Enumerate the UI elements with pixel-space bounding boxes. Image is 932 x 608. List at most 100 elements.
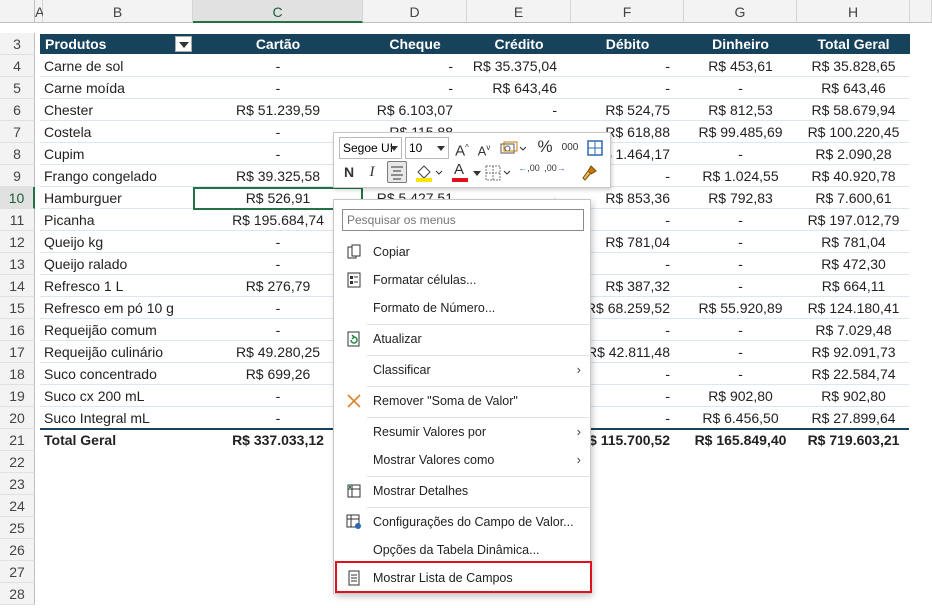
total-cell-total-geral[interactable]: R$ 719.603,21 <box>807 432 900 448</box>
row-header[interactable]: 5 <box>0 77 35 99</box>
cell-dinheiro[interactable]: R$ 99.485,69 <box>698 124 783 140</box>
row-header[interactable]: 27 <box>0 561 35 583</box>
cell-debito[interactable]: R$ 68.259,52 <box>585 300 670 316</box>
row-header[interactable]: 3 <box>0 33 35 55</box>
cell-debito[interactable]: - <box>665 58 670 74</box>
percent-button[interactable]: % <box>537 137 553 156</box>
cell-total-geral[interactable]: R$ 781,04 <box>821 234 886 250</box>
menu-item-copiar[interactable]: Copiar <box>335 238 591 266</box>
cell-debito[interactable]: R$ 853,36 <box>605 190 670 206</box>
cell-produto[interactable]: Suco concentrado <box>44 366 157 382</box>
cell-dinheiro[interactable]: - <box>738 80 743 96</box>
cell-produto[interactable]: Suco Integral mL <box>44 410 150 426</box>
cell-dinheiro[interactable]: R$ 1.024,55 <box>702 168 779 184</box>
cell-dinheiro[interactable]: - <box>738 146 743 162</box>
menu-item-classificar[interactable]: Classificar › <box>335 356 591 384</box>
cell-debito[interactable]: - <box>665 80 670 96</box>
cell-total-geral[interactable]: R$ 27.899,64 <box>811 410 896 426</box>
row-header[interactable]: 21 <box>0 429 35 451</box>
cell-produto[interactable]: Chester <box>44 102 94 118</box>
fill-color-button[interactable] <box>414 163 444 183</box>
column-header-b[interactable]: B <box>43 0 193 23</box>
cell-dinheiro[interactable]: R$ 55.920,89 <box>698 300 783 316</box>
cell-total-geral[interactable]: R$ 7.029,48 <box>815 322 892 338</box>
menu-item-formato-de-numero[interactable]: Formato de Número... <box>335 294 591 322</box>
cell-cheque[interactable]: - <box>448 80 453 96</box>
cell-dinheiro[interactable]: - <box>738 212 743 228</box>
menu-item-configuracoes-do-campo[interactable]: Configurações do Campo de Valor... <box>335 508 591 536</box>
cell-debito[interactable]: R$ 42.811,48 <box>586 344 670 360</box>
cell-dinheiro[interactable]: R$ 792,83 <box>708 190 773 206</box>
font-size-dropdown[interactable]: 10 <box>405 137 449 159</box>
cell-total-geral[interactable]: R$ 472,30 <box>821 256 886 272</box>
row-header[interactable]: 23 <box>0 473 35 495</box>
row-header[interactable]: 13 <box>0 253 35 275</box>
cell-cartao[interactable]: - <box>275 388 281 404</box>
row-header[interactable]: 6 <box>0 99 35 121</box>
total-cell-dinheiro[interactable]: R$ 165.849,40 <box>694 432 787 448</box>
select-all-corner[interactable] <box>0 0 35 23</box>
cell-cartao[interactable]: R$ 276,79 <box>245 278 311 294</box>
cell-credito[interactable]: R$ 643,46 <box>492 80 557 96</box>
cell-cheque[interactable]: - <box>448 58 453 74</box>
cell-cartao[interactable]: - <box>275 58 281 74</box>
row-header[interactable]: 22 <box>0 451 35 473</box>
menu-item-remover-soma-de-valor[interactable]: Remover "Soma de Valor" <box>335 387 591 415</box>
cell-cartao[interactable]: - <box>275 80 281 96</box>
cell-dinheiro[interactable]: - <box>738 278 743 294</box>
cell-cartao[interactable]: R$ 699,26 <box>245 366 311 382</box>
cell-dinheiro[interactable]: R$ 6.456,50 <box>702 410 779 426</box>
cell-cartao[interactable]: - <box>275 146 281 162</box>
font-color-button[interactable]: A <box>451 161 481 183</box>
cell-dinheiro[interactable]: - <box>738 344 743 360</box>
menu-item-mostrar-detalhes[interactable]: Mostrar Detalhes <box>335 477 591 505</box>
cell-cartao[interactable]: R$ 195.684,74 <box>232 212 324 228</box>
cell-debito[interactable]: - <box>665 212 670 228</box>
cell-produto[interactable]: Requeijão comum <box>44 322 157 338</box>
align-center-button[interactable] <box>387 161 407 183</box>
cell-total-geral[interactable]: R$ 100.220,45 <box>807 124 900 140</box>
filter-dropdown-button[interactable] <box>175 36 192 52</box>
column-header-e[interactable]: E <box>467 0 571 23</box>
cell-cartao[interactable]: R$ 526,91 <box>245 190 311 206</box>
menu-item-formatar-celulas[interactable]: Formatar células... <box>335 266 591 294</box>
row-header[interactable]: 26 <box>0 539 35 561</box>
menu-item-mostrar-lista-de-campos[interactable]: Mostrar Lista de Campos <box>335 564 591 592</box>
column-header-h[interactable]: H <box>797 0 910 23</box>
cell-total-geral[interactable]: R$ 124.180,41 <box>807 300 900 316</box>
cell-total-geral[interactable]: R$ 664,11 <box>821 278 886 294</box>
format-painter-button[interactable] <box>579 163 599 183</box>
cell-debito[interactable]: - <box>665 322 670 338</box>
cell-debito[interactable]: R$ 524,75 <box>605 102 670 118</box>
cell-total-geral[interactable]: R$ 197.012,79 <box>807 212 900 228</box>
cell-total-geral[interactable]: R$ 58.679,94 <box>811 102 896 118</box>
cell-cartao[interactable]: - <box>275 124 281 140</box>
row-header[interactable]: 8 <box>0 143 35 165</box>
row-header[interactable]: 14 <box>0 275 35 297</box>
active-cell-selection[interactable] <box>193 187 363 210</box>
menu-item-atualizar[interactable]: Atualizar <box>335 325 591 353</box>
cell-total-geral[interactable]: R$ 40.920,78 <box>811 168 896 184</box>
decrease-decimal-button[interactable]: ,00→ <box>544 164 566 173</box>
cell-total-geral[interactable]: R$ 92.091,73 <box>811 344 896 360</box>
cell-produto[interactable]: Hamburguer <box>44 190 122 206</box>
cell-produto[interactable]: Requeijão culinário <box>44 344 164 360</box>
total-cell-produto[interactable]: Total Geral <box>44 432 117 448</box>
cell-credito[interactable]: R$ 35.375,04 <box>472 58 557 74</box>
borders-button[interactable] <box>484 164 514 182</box>
cell-total-geral[interactable]: R$ 35.828,65 <box>811 58 896 74</box>
cell-total-geral[interactable]: R$ 2.090,28 <box>815 146 892 162</box>
cell-cheque[interactable]: R$ 6.103,07 <box>376 102 453 118</box>
cell-produto[interactable]: Queijo kg <box>44 234 104 250</box>
row-header[interactable]: 16 <box>0 319 35 341</box>
cell-produto[interactable]: Costela <box>44 124 92 140</box>
cell-credito[interactable]: - <box>552 102 557 118</box>
row-header[interactable]: 18 <box>0 363 35 385</box>
cell-produto[interactable]: Refresco em pó 10 g <box>44 300 174 316</box>
cell-cartao[interactable]: R$ 39.325,58 <box>235 168 321 184</box>
cell-dinheiro[interactable]: - <box>738 322 743 338</box>
cell-produto[interactable]: Cupim <box>44 146 85 162</box>
borders-icon[interactable] <box>587 140 603 156</box>
shrink-font-button[interactable]: Av <box>477 143 491 159</box>
